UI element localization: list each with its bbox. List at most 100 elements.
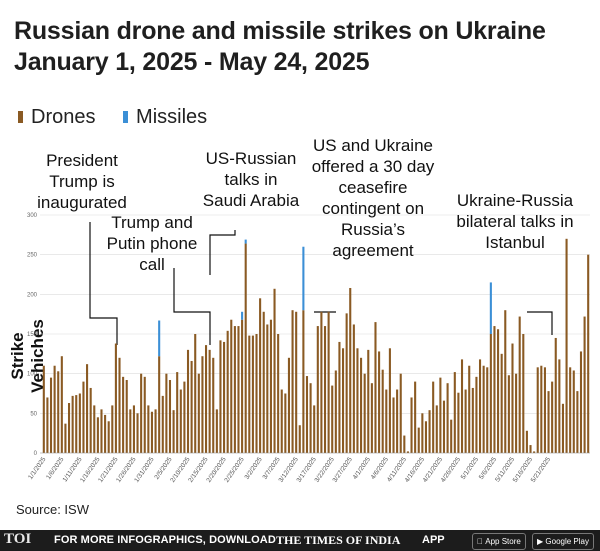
drone-bar bbox=[533, 451, 536, 453]
footer-app: APP bbox=[422, 534, 445, 546]
drone-bar bbox=[518, 316, 521, 453]
drone-bar bbox=[305, 376, 309, 453]
annotation-leader-line bbox=[527, 311, 553, 335]
drone-bar bbox=[107, 421, 110, 453]
drone-bar bbox=[176, 372, 179, 453]
drone-bar bbox=[295, 311, 298, 453]
drone-bar bbox=[212, 357, 215, 453]
drone-bar bbox=[93, 405, 96, 453]
drone-bar bbox=[547, 391, 550, 453]
drone-bar bbox=[147, 405, 150, 453]
drone-bar bbox=[316, 326, 319, 453]
drone-bar bbox=[266, 324, 269, 453]
drone-bar bbox=[114, 343, 117, 453]
drone-bar bbox=[507, 375, 510, 453]
drone-bar bbox=[183, 381, 186, 453]
drone-bar bbox=[179, 389, 182, 453]
drone-bar bbox=[457, 392, 460, 453]
drone-bar bbox=[497, 329, 500, 453]
drone-bar bbox=[269, 319, 272, 453]
drone-bar bbox=[118, 357, 121, 453]
drone-bar bbox=[579, 351, 583, 453]
drone-bar bbox=[442, 400, 446, 453]
drone-bar bbox=[356, 348, 359, 453]
strike-chart: 0501001502002503001/1/20251/6/20251/11/2… bbox=[27, 213, 590, 484]
drone-bar bbox=[150, 411, 153, 453]
google-play-badge[interactable]: ▶ Google Play bbox=[532, 533, 594, 550]
toi-logo: TOI bbox=[4, 531, 32, 547]
drone-bar bbox=[558, 359, 561, 453]
drone-bar bbox=[446, 383, 449, 453]
drone-bar bbox=[302, 310, 305, 453]
drone-bar bbox=[367, 349, 370, 453]
drone-bar bbox=[277, 334, 280, 453]
drone-bar bbox=[251, 335, 254, 453]
drone-bar bbox=[406, 451, 409, 453]
drone-bar bbox=[140, 373, 143, 453]
drone-bar bbox=[71, 395, 74, 453]
drone-bar bbox=[320, 311, 323, 453]
annotation-ceasefire: US and Ukraine offered a 30 day ceasefir… bbox=[311, 136, 435, 260]
drone-bar bbox=[165, 373, 168, 453]
drone-bar bbox=[363, 373, 366, 453]
drone-bar bbox=[464, 389, 467, 453]
drone-bar bbox=[161, 395, 164, 453]
drone-bar bbox=[100, 409, 103, 453]
legend-swatch-missiles bbox=[123, 111, 129, 123]
drone-bar bbox=[471, 387, 474, 453]
drone-bar bbox=[370, 383, 373, 453]
drone-bar bbox=[392, 397, 395, 453]
drone-bar bbox=[226, 330, 229, 453]
app-store-badge[interactable]:  App Store bbox=[472, 533, 526, 550]
drone-bar bbox=[313, 405, 316, 453]
drone-bar bbox=[374, 322, 377, 453]
legend: Drones Missiles bbox=[18, 106, 229, 129]
drone-bar bbox=[67, 403, 71, 453]
drone-bar bbox=[399, 373, 402, 453]
drone-bar bbox=[551, 381, 554, 453]
play-icon: ▶ bbox=[537, 537, 544, 546]
drone-bar bbox=[424, 421, 427, 453]
drone-bar bbox=[248, 335, 251, 453]
drone-bar bbox=[75, 395, 78, 453]
legend-label-drones: Drones bbox=[31, 106, 96, 128]
y-tick-label: 50 bbox=[30, 411, 37, 417]
drone-bar bbox=[388, 348, 391, 453]
drone-bar bbox=[122, 376, 125, 453]
drone-bar bbox=[360, 357, 363, 453]
drone-bar bbox=[89, 387, 92, 453]
drone-bar bbox=[53, 365, 56, 453]
drone-bar bbox=[529, 445, 532, 453]
drone-bar bbox=[338, 341, 341, 453]
drone-bar bbox=[219, 340, 222, 453]
drone-bar bbox=[125, 380, 128, 453]
drone-bar bbox=[352, 324, 355, 453]
drone-bar bbox=[298, 425, 301, 453]
drone-bar bbox=[204, 345, 208, 453]
drone-bar bbox=[554, 337, 557, 453]
drone-bar bbox=[49, 377, 53, 453]
drone-bar bbox=[64, 423, 67, 453]
drone-bar bbox=[576, 391, 579, 453]
annotation-leader-line bbox=[89, 222, 118, 345]
drone-bar bbox=[86, 364, 89, 453]
drone-bar bbox=[223, 341, 226, 453]
drone-bar bbox=[233, 326, 236, 453]
annotation-trump-inaugurated: President Trump is inaugurated bbox=[37, 151, 127, 212]
drone-bar bbox=[417, 427, 420, 453]
drone-bar bbox=[572, 370, 575, 453]
drone-bar bbox=[385, 389, 388, 453]
drone-bar bbox=[327, 311, 330, 453]
google-play-label: Google Play bbox=[545, 537, 589, 546]
drone-bar bbox=[525, 430, 528, 453]
drone-bar bbox=[421, 413, 424, 453]
drone-bar bbox=[96, 417, 99, 453]
drone-bar bbox=[287, 357, 290, 453]
drone-bar bbox=[60, 356, 63, 453]
drone-bar bbox=[104, 414, 107, 453]
drone-bar bbox=[323, 326, 327, 453]
drone-bar bbox=[111, 405, 114, 453]
y-tick-label: 0 bbox=[34, 451, 38, 457]
drone-bar bbox=[381, 369, 384, 453]
drone-bar bbox=[500, 353, 503, 453]
